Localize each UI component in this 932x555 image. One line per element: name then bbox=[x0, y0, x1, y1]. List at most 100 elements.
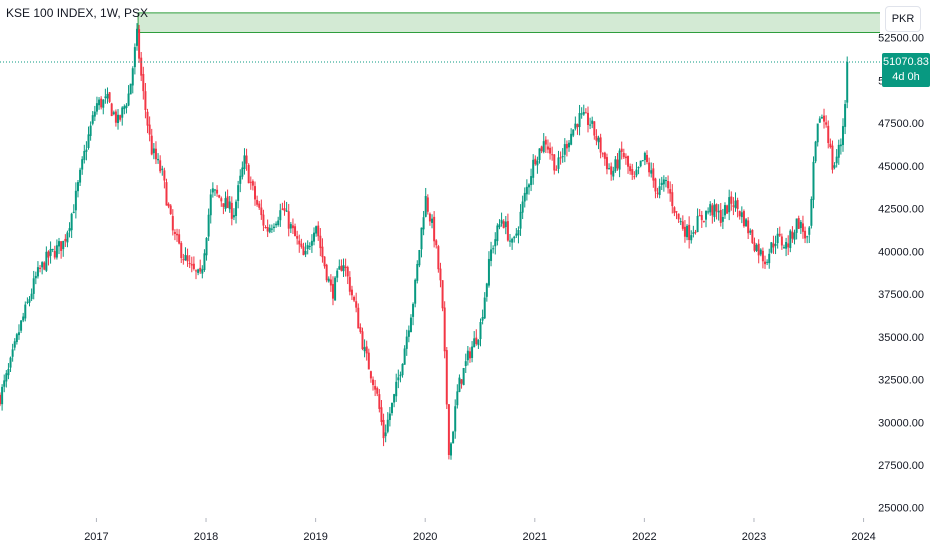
candle-body bbox=[648, 162, 651, 173]
candle-body bbox=[277, 220, 280, 226]
y-tick-label: 47500.00 bbox=[878, 118, 924, 130]
candle-body bbox=[89, 125, 92, 136]
candle-body bbox=[551, 154, 554, 156]
candle-body bbox=[43, 262, 46, 270]
candle-body bbox=[376, 388, 379, 394]
candle-body bbox=[110, 103, 113, 117]
candle-body bbox=[492, 248, 495, 250]
candle-body bbox=[454, 406, 457, 432]
candle-body bbox=[262, 214, 265, 226]
candle-body bbox=[633, 176, 636, 178]
candle-body bbox=[319, 235, 322, 249]
candle-body bbox=[176, 233, 179, 236]
candle-body bbox=[363, 347, 366, 352]
candle-body bbox=[382, 419, 385, 439]
candle-body bbox=[114, 111, 117, 123]
candle-body bbox=[787, 243, 790, 248]
candle-body bbox=[192, 263, 195, 269]
candle-body bbox=[759, 249, 762, 255]
x-tick-label: 2020 bbox=[413, 531, 437, 543]
candle-body bbox=[407, 330, 410, 337]
candle-body bbox=[81, 159, 84, 170]
candle-body bbox=[216, 189, 219, 194]
candle-body bbox=[473, 338, 476, 348]
candle-body bbox=[709, 204, 712, 213]
candle-body bbox=[194, 270, 197, 272]
candle-body bbox=[5, 373, 8, 382]
candle-body bbox=[428, 213, 431, 222]
candle-body bbox=[702, 220, 705, 222]
y-axis[interactable]: 25000.00 27500.00 30000.00 32500.00 35000.00… bbox=[878, 33, 924, 515]
candle-body bbox=[281, 208, 284, 210]
candle-body bbox=[757, 243, 760, 256]
candle-body bbox=[586, 112, 589, 126]
candle-body bbox=[412, 303, 415, 317]
candle-body bbox=[422, 217, 425, 230]
candle-body bbox=[359, 327, 362, 332]
candle-body bbox=[532, 159, 535, 178]
candle-body bbox=[39, 267, 42, 269]
candle-body bbox=[171, 216, 174, 231]
candle-body bbox=[367, 352, 370, 370]
candle-body bbox=[279, 210, 282, 221]
candle-body bbox=[490, 249, 493, 261]
candle-body bbox=[443, 307, 446, 352]
candle-body bbox=[734, 200, 737, 209]
candle-body bbox=[778, 233, 781, 236]
candle-body bbox=[83, 151, 86, 160]
x-tick-label: 2017 bbox=[84, 531, 108, 543]
candle-body bbox=[395, 381, 398, 397]
candle-body bbox=[825, 122, 828, 125]
candle-body bbox=[74, 190, 77, 211]
candle-body bbox=[494, 239, 497, 247]
candle-body bbox=[173, 232, 176, 235]
candle-body bbox=[614, 159, 617, 172]
candle-body bbox=[768, 253, 771, 264]
candle-body bbox=[344, 266, 347, 269]
candle-body bbox=[346, 267, 349, 277]
candle-body bbox=[546, 146, 549, 150]
candle-body bbox=[300, 243, 303, 247]
candle-body bbox=[690, 235, 693, 241]
candle-body bbox=[323, 256, 326, 267]
candles-layer bbox=[0, 23, 849, 460]
x-tick-label: 2021 bbox=[523, 531, 547, 543]
candle-body bbox=[424, 196, 427, 217]
candle-body bbox=[789, 230, 792, 249]
candle-body bbox=[184, 254, 187, 261]
candle-body bbox=[41, 262, 44, 268]
candle-body bbox=[820, 117, 823, 119]
candle-body bbox=[460, 379, 463, 384]
candle-body bbox=[570, 133, 573, 145]
candle-body bbox=[664, 180, 667, 182]
candle-body bbox=[260, 207, 263, 216]
candle-body bbox=[810, 199, 813, 226]
candle-body bbox=[557, 157, 560, 169]
candle-body bbox=[117, 114, 120, 124]
currency-button[interactable]: PKR bbox=[885, 6, 921, 32]
candle-body bbox=[152, 148, 155, 154]
candle-body bbox=[804, 230, 807, 239]
x-tick-label: 2019 bbox=[303, 531, 327, 543]
candle-body bbox=[165, 182, 168, 206]
candle-body bbox=[0, 394, 1, 405]
candle-body bbox=[462, 368, 465, 386]
candle-body bbox=[669, 189, 672, 194]
candle-body bbox=[142, 73, 145, 92]
candle-body bbox=[527, 184, 530, 188]
candle-body bbox=[437, 246, 440, 270]
candle-body bbox=[342, 265, 345, 272]
candle-body bbox=[441, 280, 444, 309]
candle-body bbox=[258, 203, 261, 208]
candle-body bbox=[795, 218, 798, 233]
candle-body bbox=[361, 331, 364, 350]
candle-body bbox=[207, 214, 210, 237]
candle-body bbox=[584, 112, 587, 114]
candle-body bbox=[667, 180, 670, 189]
candle-body bbox=[753, 242, 756, 251]
candle-body bbox=[542, 141, 545, 153]
candle-body bbox=[291, 225, 294, 229]
x-axis[interactable]: 2017 2018 2019 2020 2021 2022 2023 2024 bbox=[84, 518, 876, 543]
